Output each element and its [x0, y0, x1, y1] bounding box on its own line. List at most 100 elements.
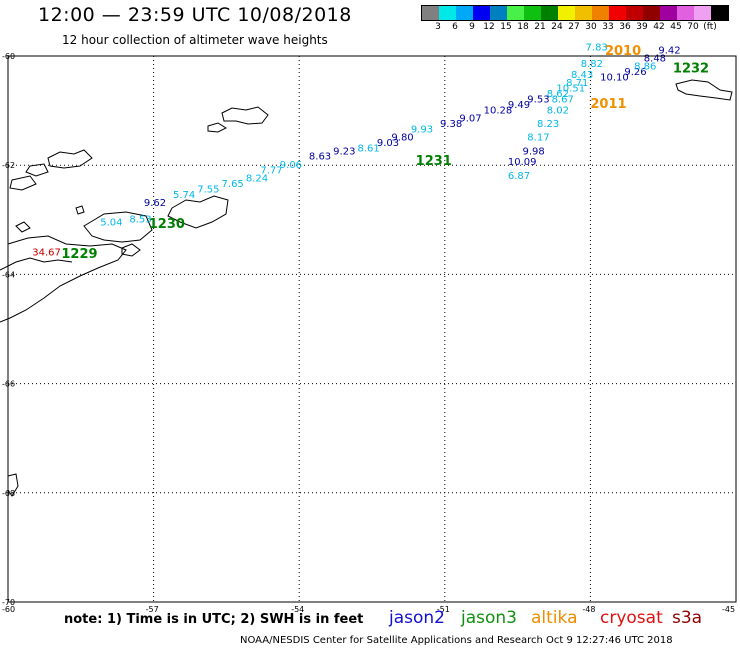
legend-labels: 3 6 9 12 15 18 21 24 27 30 33 36 39 42 45 70 (ft)	[421, 22, 740, 34]
legend-label-13: 42	[653, 22, 665, 32]
wave-height-value: 34.67	[32, 247, 61, 258]
legend-swatch-14	[660, 6, 677, 20]
legend-swatch-10	[592, 6, 609, 20]
wave-height-value: 10.28	[484, 105, 513, 116]
wave-height-value: 6.87	[508, 171, 530, 182]
pass-time-label: 2011	[590, 97, 626, 112]
wave-height-value: 8.61	[357, 144, 379, 155]
legend-swatch-0	[422, 6, 439, 20]
legend-altika: altika	[531, 608, 578, 628]
coast-shetland-4	[25, 163, 49, 177]
pass-time-label: 1229	[61, 247, 97, 262]
legend-swatch-2	[456, 6, 473, 20]
wave-height-value: 7.83	[586, 43, 608, 54]
legend-label-16: (ft)	[703, 22, 717, 32]
legend-label-14: 45	[670, 22, 682, 32]
wave-height-value: 9.98	[522, 146, 544, 157]
pass-time-label: 2010	[605, 44, 641, 59]
wave-height-value: 10.51	[556, 83, 585, 94]
legend-label-5: 18	[517, 22, 529, 32]
legend-label-8: 27	[568, 22, 580, 32]
wave-height-value: 8.02	[547, 105, 569, 116]
legend-jason2: jason2	[389, 608, 445, 628]
wave-height-value: 8.24	[246, 174, 268, 185]
legend-s3a: s3a	[672, 608, 703, 628]
chart-title: 12:00 — 23:59 UTC 10/08/2018	[38, 4, 352, 26]
legend-cryosat: cryosat	[600, 608, 663, 628]
wave-height-value: 10.10	[600, 73, 629, 84]
map-frame	[7, 55, 737, 603]
footer-note: note: 1) Time is in UTC; 2) SWH is in fe…	[64, 612, 364, 627]
coast-peninsula-east	[0, 257, 73, 271]
wave-height-value: 8.86	[634, 62, 656, 73]
legend-label-11: 36	[619, 22, 631, 32]
legend-swatch-5	[507, 6, 524, 20]
legend-swatch-11	[609, 6, 626, 20]
measurement-labels: 7.838.828.43 10.109.268.869.428.488.7110.…	[32, 43, 709, 262]
wave-height-value: 8.17	[527, 133, 549, 144]
legend-label-2: 9	[469, 22, 475, 32]
chart-subtitle: 12 hour collection of altimeter wave hei…	[62, 33, 328, 47]
lat-label: -62	[2, 161, 15, 170]
wave-height-value: 9.42	[658, 45, 680, 56]
legend-label-4: 15	[500, 22, 512, 32]
wave-height-value: 8.63	[309, 152, 331, 163]
legend-label-1: 6	[452, 22, 458, 32]
legend-label-15: 70	[687, 22, 699, 32]
lat-label: -68	[2, 489, 15, 498]
wave-height-value: 9.80	[391, 133, 413, 144]
coast-islet-3	[75, 205, 85, 215]
wave-height-value: 9.03	[377, 138, 399, 149]
wave-height-value: 9.26	[624, 67, 646, 78]
wave-height-value: 9.62	[144, 198, 166, 209]
legend-swatch-12	[626, 6, 643, 20]
wave-height-value: 7.65	[222, 179, 244, 190]
wave-height-value: 8.23	[537, 119, 559, 130]
legend-swatch-6	[524, 6, 541, 20]
pass-time-label: 1231	[416, 154, 452, 169]
legend-swatch-8	[558, 6, 575, 20]
wave-height-value: 8.48	[644, 53, 666, 64]
coast-islet-1	[121, 243, 141, 257]
credit-line: NOAA/NESDIS Center for Satellite Applica…	[240, 635, 673, 646]
coast-islet-2	[15, 221, 31, 233]
legend-swatch-1	[439, 6, 456, 20]
pass-time-label: 1232	[673, 61, 709, 76]
wave-height-value: 9.23	[333, 146, 355, 157]
coast-shetland-3	[47, 149, 93, 169]
lon-label: -51	[437, 605, 450, 614]
wave-height-value: 9.53	[527, 94, 549, 105]
legend-label-0: 3	[435, 22, 441, 32]
legend-swatch-7	[541, 6, 558, 20]
wave-height-value: 9.06	[280, 160, 302, 171]
coast-south-orkney	[675, 79, 733, 101]
wave-height-value: 5.04	[100, 217, 122, 228]
legend-label-3: 12	[483, 22, 495, 32]
wave-height-value: 9.93	[411, 124, 433, 135]
wave-height-value: 10.09	[508, 157, 537, 168]
legend-swatch-16	[694, 6, 711, 20]
legend-swatch-4	[490, 6, 507, 20]
wave-height-value: 9.07	[459, 114, 481, 125]
wave-height-value: 8.53	[129, 215, 151, 226]
lat-label: -66	[2, 380, 15, 389]
coast-joinville	[83, 211, 153, 243]
lon-label: -48	[582, 605, 595, 614]
wave-height-value: 7.77	[260, 165, 282, 176]
lat-label: -64	[2, 270, 15, 279]
wave-height-value: 8.71	[566, 78, 588, 89]
legend-swatch-17	[711, 6, 728, 20]
legend-jason3: jason3	[461, 608, 517, 628]
pass-time-label: 1230	[149, 217, 185, 232]
color-legend: 3 6 9 12 15 18 21 24 27 30 33 36 39 42 45 70 (ft)	[421, 5, 729, 32]
wave-height-value: 5.74	[173, 190, 195, 201]
legend-swatch-13	[643, 6, 660, 20]
wave-height-value: 8.82	[581, 59, 603, 70]
coastline	[0, 79, 733, 497]
legend-label-12: 39	[636, 22, 648, 32]
legend-label-6: 21	[534, 22, 546, 32]
lon-label: -60	[2, 605, 15, 614]
wave-height-value: 8.43	[571, 70, 593, 81]
coast-shetland-2	[207, 122, 228, 133]
